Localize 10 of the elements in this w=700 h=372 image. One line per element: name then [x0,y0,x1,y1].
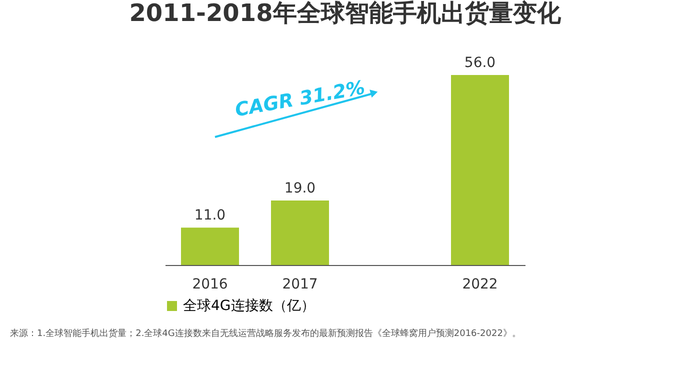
x-tick-label: 2017 [282,276,318,292]
x-tick-label: 2016 [192,276,228,292]
data-label: 19.0 [284,180,316,197]
x-tick-label: 2022 [462,276,498,292]
annotation: CAGR 31.2% [233,76,367,122]
data-label: 56.0 [464,55,496,71]
source-note: 来源：1.全球智能手机出货量；2.全球4G连接数来自无线运营战略服务发布的最新预测报告《全球蜂窝用户预测2016-2022》。 [10,328,521,339]
data-label: 11.0 [194,208,226,224]
chart-title: 2011-2018年全球智能手机出货量变化 [129,0,562,27]
legend-label: 全球4G连接数（亿） [183,298,315,314]
